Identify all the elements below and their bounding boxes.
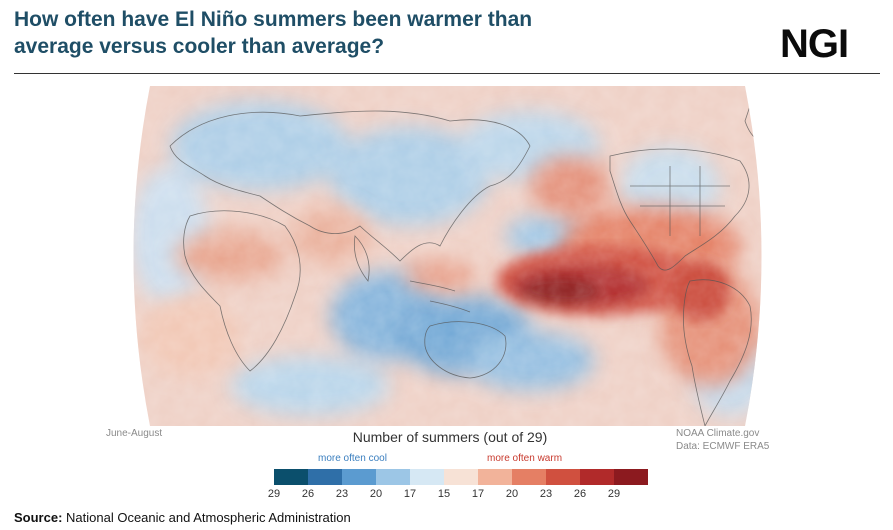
legend-swatch	[342, 469, 376, 485]
world-map	[110, 86, 785, 426]
legend-tick-label: 20	[369, 488, 383, 500]
world-map-graphic	[133, 86, 762, 426]
legend-tick-label: 23	[539, 488, 553, 500]
legend-tick-label: 20	[505, 488, 519, 500]
legend-tick-label: 29	[607, 488, 621, 500]
legend-swatch	[274, 469, 308, 485]
legend-swatch	[410, 469, 444, 485]
legend-cool-label: more often cool	[318, 453, 387, 464]
legend-tick-label: 15	[437, 488, 451, 500]
source-text: National Oceanic and Atmospheric Adminis…	[62, 510, 351, 525]
legend-tick-label: 17	[403, 488, 417, 500]
legend-swatch	[512, 469, 546, 485]
credit-data-source: Data: ECMWF ERA5	[676, 441, 770, 452]
legend-warm-label: more often warm	[487, 453, 563, 464]
legend-swatch	[444, 469, 478, 485]
legend-tick-label: 26	[573, 488, 587, 500]
season-label: June-August	[106, 428, 163, 439]
legend-tick-label: 29	[267, 488, 281, 500]
legend-swatch	[478, 469, 512, 485]
ngi-logo: NGI	[780, 22, 849, 66]
source-line: Source: National Oceanic and Atmospheric…	[14, 510, 351, 525]
legend-title: Number of summers (out of 29)	[352, 429, 548, 445]
title-line-1: How often have El Niño summers been warm…	[14, 8, 533, 31]
title-line-2: average versus cooler than average?	[14, 35, 385, 58]
source-label: Source:	[14, 510, 63, 525]
legend-tick-label: 23	[335, 488, 349, 500]
title-divider	[14, 73, 880, 74]
legend-colorbar	[274, 469, 648, 485]
legend-swatch	[308, 469, 342, 485]
legend-swatch	[376, 469, 410, 485]
legend-swatch	[614, 469, 648, 485]
legend-tick-label: 17	[471, 488, 485, 500]
chart-title: How often have El Niño summers been warm…	[14, 6, 714, 60]
legend-swatch	[580, 469, 614, 485]
legend-swatch	[546, 469, 580, 485]
legend-tick-label: 26	[301, 488, 315, 500]
credit-noaa: NOAA Climate.gov	[676, 428, 760, 439]
